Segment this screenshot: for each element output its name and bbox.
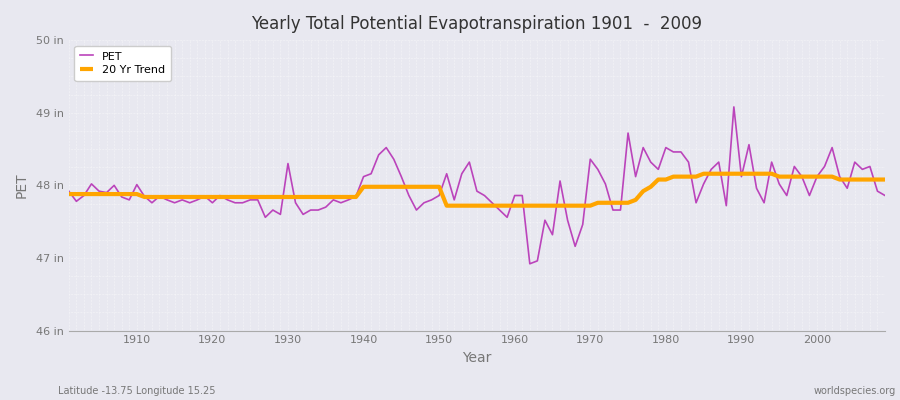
20 Yr Trend — [441, 203, 452, 208]
20 Yr Trend — [124, 192, 135, 196]
20 Yr Trend — [879, 177, 890, 182]
Y-axis label: PET: PET — [15, 172, 29, 198]
20 Yr Trend — [509, 203, 520, 208]
Title: Yearly Total Potential Evapotranspiration 1901  -  2009: Yearly Total Potential Evapotranspiratio… — [251, 15, 702, 33]
Text: Latitude -13.75 Longitude 15.25: Latitude -13.75 Longitude 15.25 — [58, 386, 216, 396]
Line: 20 Yr Trend: 20 Yr Trend — [68, 174, 885, 206]
Legend: PET, 20 Yr Trend: PET, 20 Yr Trend — [75, 46, 171, 81]
Line: PET: PET — [68, 107, 885, 264]
PET — [63, 189, 74, 194]
Text: worldspecies.org: worldspecies.org — [814, 386, 896, 396]
PET — [501, 215, 512, 220]
PET — [608, 208, 618, 212]
20 Yr Trend — [336, 194, 346, 199]
20 Yr Trend — [63, 192, 74, 196]
20 Yr Trend — [517, 203, 527, 208]
20 Yr Trend — [608, 200, 618, 205]
PET — [336, 200, 346, 205]
PET — [879, 193, 890, 198]
PET — [525, 261, 535, 266]
PET — [290, 200, 301, 205]
20 Yr Trend — [290, 194, 301, 199]
PET — [124, 198, 135, 202]
PET — [728, 104, 739, 109]
PET — [509, 193, 520, 198]
20 Yr Trend — [698, 171, 709, 176]
X-axis label: Year: Year — [463, 351, 491, 365]
